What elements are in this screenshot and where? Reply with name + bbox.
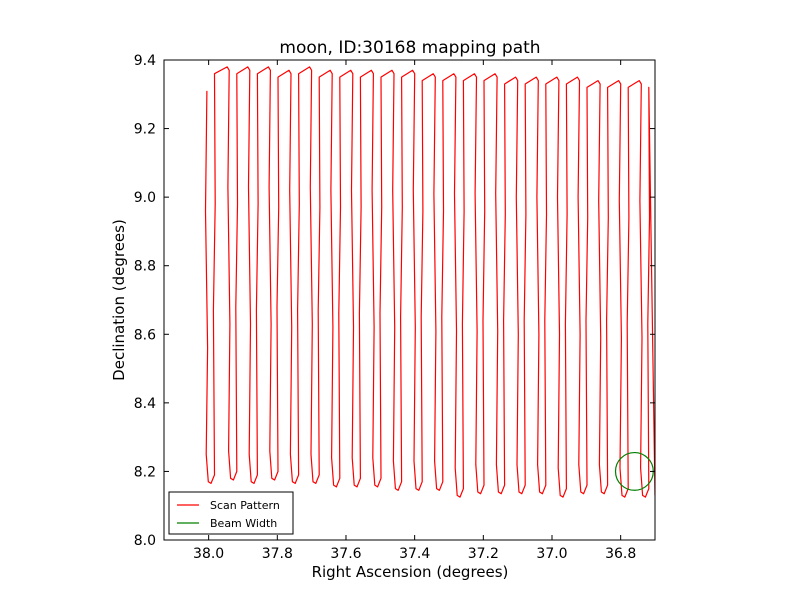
y-tick-label: 8.8	[134, 259, 156, 275]
scan-pattern-line	[204, 66, 655, 498]
y-axis-label: Declination (degrees)	[110, 219, 128, 381]
y-tick-label: 8.4	[134, 396, 156, 412]
y-tick-label: 9.4	[134, 53, 156, 69]
plot-background	[164, 60, 655, 540]
y-tick-label: 8.2	[134, 464, 156, 480]
legend: Scan Pattern Beam Width	[168, 491, 294, 535]
legend-box	[168, 491, 294, 535]
plot-frame	[163, 59, 656, 541]
x-tick-label: 37.2	[468, 546, 499, 562]
x-tick-label: 36.8	[605, 546, 636, 562]
legend-label-scan-pattern: Scan Pattern	[210, 499, 280, 512]
y-tick-label: 8.0	[134, 533, 156, 549]
y-tick-label: 8.6	[134, 327, 156, 343]
y-tick-label: 9.2	[134, 122, 156, 138]
x-tick-label: 38.0	[193, 546, 224, 562]
chart-title: moon, ID:30168 mapping path	[279, 38, 540, 58]
x-axis-label: Right Ascension (degrees)	[312, 563, 509, 581]
x-tick-label: 37.8	[262, 546, 293, 562]
x-tick-label: 37.4	[399, 546, 430, 562]
y-tick-label: 9.0	[134, 190, 156, 206]
x-tick-label: 37.6	[330, 546, 361, 562]
x-tick-label: 37.0	[536, 546, 567, 562]
legend-label-beam-width: Beam Width	[210, 517, 277, 530]
axis-ticks: 38.0 37.8 37.6 37.4 37.2 37.0 36.8 8.0 8.2 8.4 8.6…	[134, 53, 655, 562]
